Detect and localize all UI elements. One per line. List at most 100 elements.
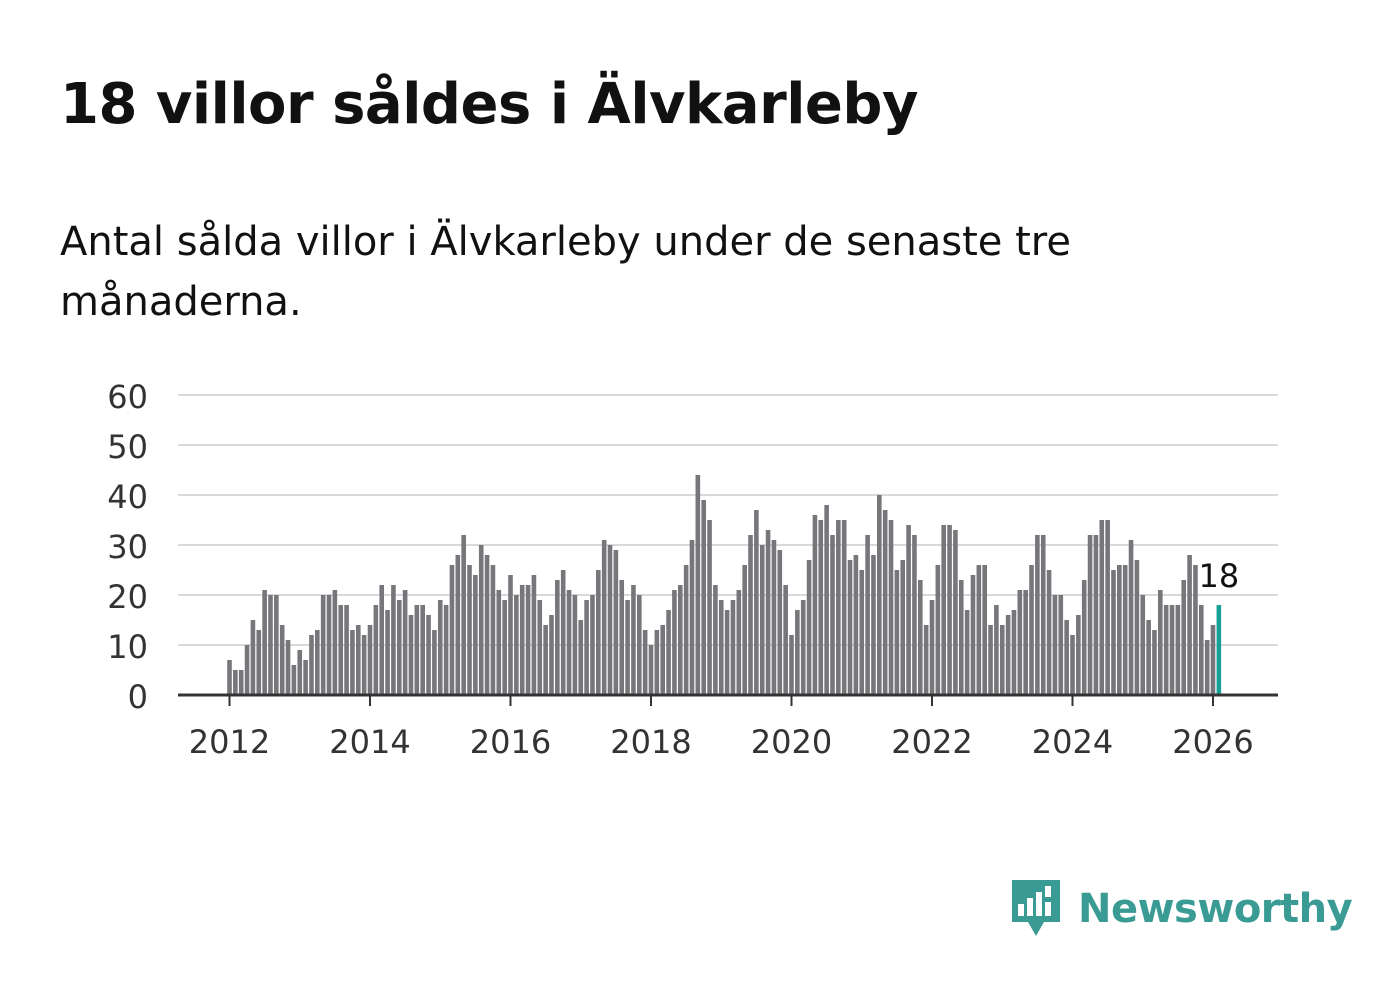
chart-subtitle: Antal sålda villor i Älvkarleby under de… [60, 219, 1071, 325]
bar [478, 545, 484, 695]
bar [789, 635, 794, 695]
bar [373, 605, 379, 695]
bar [877, 495, 882, 695]
bar [806, 560, 812, 695]
bar [1035, 535, 1040, 695]
bar [619, 580, 625, 695]
bar [1158, 590, 1163, 695]
bar [490, 565, 496, 695]
bar [812, 515, 818, 695]
bar [853, 555, 859, 695]
bar [467, 565, 472, 695]
bar [578, 620, 584, 695]
bar [941, 525, 947, 695]
bar [830, 535, 835, 695]
newsworthy-logo[interactable]: Newsworthy [1010, 878, 1353, 940]
bar [894, 570, 900, 695]
bar [1146, 620, 1151, 695]
bar [315, 630, 320, 695]
bar [326, 595, 332, 695]
bar [531, 575, 537, 695]
bar [303, 660, 308, 695]
bar [1134, 560, 1140, 695]
newsworthy-logo-icon [1012, 880, 1060, 936]
bar [396, 600, 402, 695]
bar [964, 610, 970, 695]
bar [713, 585, 718, 695]
bar [420, 605, 425, 695]
y-tick-label: 30 [107, 528, 148, 566]
bar [970, 575, 976, 695]
bar [795, 610, 800, 695]
bar [537, 600, 543, 695]
x-tick-label: 2014 [329, 723, 410, 761]
bar [865, 535, 870, 695]
bar [958, 580, 964, 695]
bar [1122, 565, 1128, 695]
bar [1081, 580, 1087, 695]
bar [707, 520, 712, 695]
bar [262, 590, 267, 695]
highlight-value-label: 18 [1198, 557, 1239, 595]
bar [917, 580, 923, 695]
bar [1087, 535, 1093, 695]
bar [238, 670, 244, 695]
bar [724, 610, 730, 695]
bar [672, 590, 677, 695]
bar [320, 595, 326, 695]
labels: 0 10 20 30 40 50 60 2012 2014 2016 2018 2020 2022 202… [107, 378, 1253, 761]
bar [765, 530, 771, 695]
bar [906, 525, 911, 695]
bar [297, 650, 303, 695]
bar [332, 590, 338, 695]
bar [1046, 570, 1052, 695]
bar [279, 625, 285, 695]
bar [841, 520, 847, 695]
bar [355, 625, 361, 695]
bar [1210, 625, 1216, 695]
bar [502, 600, 507, 695]
bar [350, 630, 355, 695]
bar [1111, 570, 1116, 695]
x-tick-label: 2020 [751, 723, 832, 761]
bar-highlight [1216, 605, 1222, 695]
bar [625, 600, 630, 695]
bar [660, 625, 666, 695]
bar [379, 585, 385, 695]
brand-name: Newsworthy [1078, 886, 1353, 932]
bar [947, 525, 952, 695]
bar [1076, 615, 1081, 695]
bar [718, 600, 724, 695]
bar [900, 560, 906, 695]
axes [178, 693, 1278, 706]
bar [426, 615, 431, 695]
bar [496, 590, 502, 695]
bar [1169, 605, 1175, 695]
bar [824, 505, 829, 695]
y-tick-label: 60 [107, 378, 148, 416]
bar [443, 605, 449, 695]
x-tick-label: 2026 [1172, 723, 1253, 761]
bar [590, 595, 595, 695]
x-tick-label: 2012 [189, 723, 270, 761]
bar [654, 630, 660, 695]
bar [473, 575, 478, 695]
x-tick-label: 2022 [891, 723, 972, 761]
bar [994, 605, 999, 695]
bar [935, 565, 941, 695]
bar [525, 585, 531, 695]
bar [449, 565, 455, 695]
bar-series [227, 475, 1222, 695]
bar [309, 635, 314, 695]
bar [836, 520, 841, 695]
bar [1187, 555, 1192, 695]
bar [244, 645, 250, 695]
bar [648, 645, 654, 695]
bar [1163, 605, 1169, 695]
chart-title: 18 villor såldes i Älvkarleby [60, 72, 918, 137]
bar [555, 580, 560, 695]
bar [1093, 535, 1099, 695]
bar [882, 510, 888, 695]
bar [432, 630, 437, 695]
bar [754, 510, 759, 695]
